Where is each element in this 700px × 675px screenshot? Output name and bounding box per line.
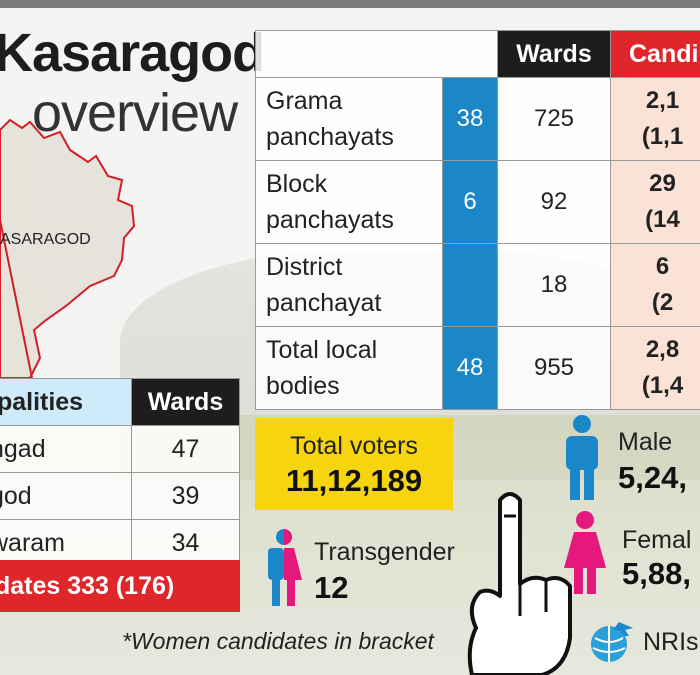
map-label: ASARAGOD <box>0 231 91 248</box>
row-wards: 955 <box>497 326 611 410</box>
municipality-header-row: ipalities Wards <box>0 378 240 426</box>
row-wards: 18 <box>497 243 611 327</box>
globe-plane-icon <box>591 622 633 662</box>
total-voters-value: 11,12,189 <box>285 463 423 498</box>
total-voters-label: Total voters <box>290 432 418 460</box>
male-icon <box>566 415 598 500</box>
title-line1: Kasaragod <box>0 23 265 83</box>
transgender-label: Transgender <box>314 538 455 566</box>
male-label: Male <box>618 428 673 456</box>
female-value: 5,88, <box>622 556 691 591</box>
row-candidates: 2,1 (1,1 <box>610 77 700 161</box>
panchayat-table: Wards Candi Grama panchayats 38 725 2,1 (1… <box>255 30 700 410</box>
row-name: District panchayat <box>255 243 443 327</box>
top-bar <box>0 0 700 8</box>
voting-finger-icon <box>467 492 572 675</box>
transgender-value: 12 <box>314 570 349 605</box>
table-row: Total local bodies 48 955 2,8 (1,4 <box>255 326 700 410</box>
table-row: ngad 47 <box>0 425 240 473</box>
panchayat-header-row: Wards Candi <box>255 30 700 78</box>
female-label: Femal <box>622 526 692 554</box>
table-row: Block panchayats 6 92 29 (14 <box>255 160 700 244</box>
table-row: District panchayat 18 6 (2 <box>255 243 700 327</box>
row-name: Total local bodies <box>255 326 443 410</box>
footnote: *Women candidates in bracket <box>122 628 434 654</box>
district-map <box>0 118 136 379</box>
municipality-candidates-total: idates 333 (176) <box>0 560 240 612</box>
row-count: 48 <box>442 326 498 410</box>
municipality-wards: 47 <box>131 425 240 473</box>
header-candidates: Candi <box>610 30 700 78</box>
header-blank <box>255 30 498 78</box>
female-icon <box>564 511 606 594</box>
header-wards: Wards <box>497 30 611 78</box>
row-count: 38 <box>442 77 498 161</box>
municipality-name: god <box>0 472 132 520</box>
table-row: god 39 <box>0 472 240 520</box>
nri-label: NRIs <box>643 628 699 656</box>
row-count <box>442 243 498 327</box>
row-name: Grama panchayats <box>255 77 443 161</box>
row-wards: 725 <box>497 77 611 161</box>
row-name: Block panchayats <box>255 160 443 244</box>
row-count: 6 <box>442 160 498 244</box>
municipality-name: ngad <box>0 425 132 473</box>
total-voters-box: Total voters 11,12,189 <box>255 418 453 510</box>
row-candidates: 6 (2 <box>610 243 700 327</box>
header-wards: Wards <box>131 378 240 426</box>
row-candidates: 29 (14 <box>610 160 700 244</box>
header-municipalities: ipalities <box>0 378 132 426</box>
municipality-wards: 39 <box>131 472 240 520</box>
table-row: Grama panchayats 38 725 2,1 (1,1 <box>255 77 700 161</box>
title-line2: overview <box>32 83 238 143</box>
transgender-icon <box>268 529 302 606</box>
male-value: 5,24, <box>618 460 687 495</box>
municipality-table: ipalities Wards ngad 47 god 39 waram 34 <box>0 378 240 567</box>
row-candidates: 2,8 (1,4 <box>610 326 700 410</box>
municipality-wards: 34 <box>131 519 240 567</box>
row-wards: 92 <box>497 160 611 244</box>
